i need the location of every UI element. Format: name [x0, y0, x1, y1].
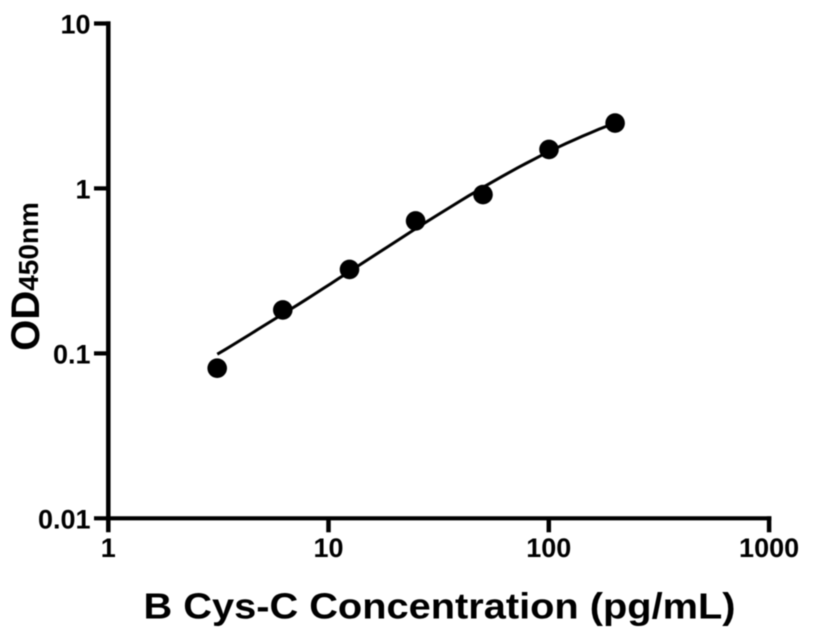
svg-text:0.01: 0.01 — [38, 505, 91, 535]
svg-text:100: 100 — [526, 533, 571, 563]
svg-text:0.1: 0.1 — [53, 340, 91, 370]
svg-text:B Cys-C Concentration (pg/mL): B Cys-C Concentration (pg/mL) — [143, 587, 735, 627]
svg-text:1: 1 — [75, 175, 90, 205]
svg-text:10: 10 — [60, 10, 90, 40]
svg-text:1000: 1000 — [739, 533, 799, 563]
svg-text:1: 1 — [101, 533, 116, 563]
svg-text:10: 10 — [313, 533, 343, 563]
